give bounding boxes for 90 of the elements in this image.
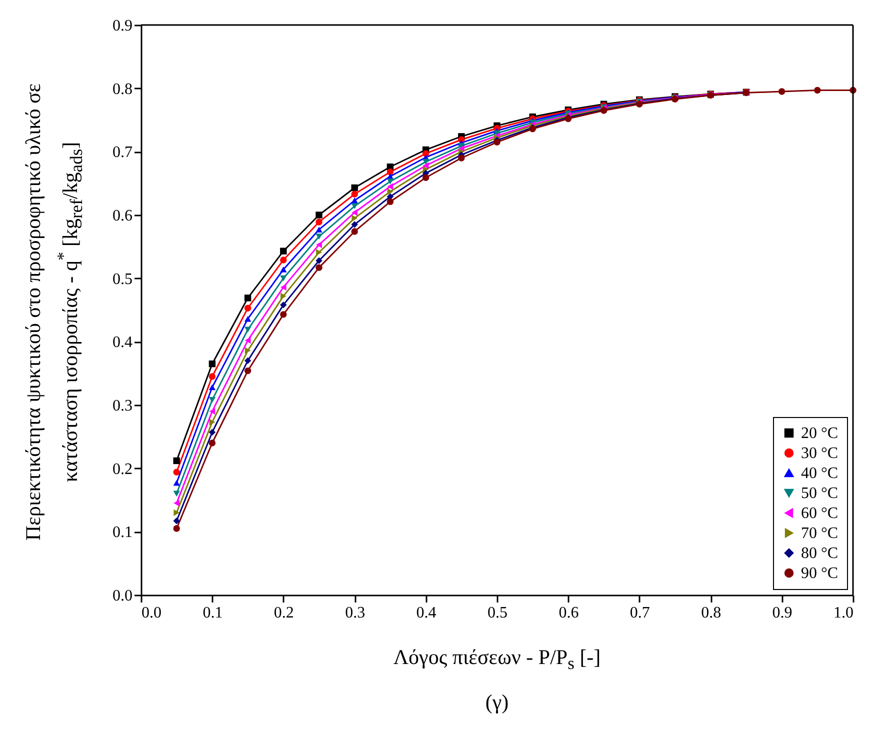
x-tick-label: 0.3	[345, 604, 366, 622]
point	[316, 264, 322, 271]
x-tick-label: 0.1	[202, 604, 223, 622]
legend-label: 60 °C	[801, 505, 838, 522]
point	[316, 241, 322, 248]
y-tick-label: 0.1	[112, 524, 132, 542]
point	[351, 184, 358, 192]
point	[386, 178, 394, 184]
x-tick-label: 1.0	[834, 604, 854, 622]
point	[280, 248, 287, 254]
point	[387, 188, 394, 195]
y-tick-label: 0.0	[112, 588, 132, 604]
point	[244, 316, 252, 322]
x-tick-label: 0.6	[558, 604, 579, 622]
x-tick-label: 0.0	[142, 604, 162, 622]
point	[173, 525, 180, 532]
point	[244, 294, 252, 302]
point	[352, 214, 358, 222]
x-tick-label: 0.9	[772, 604, 792, 622]
y-tick-label: 0.8	[112, 80, 132, 98]
y-tick-label: 0.5	[112, 270, 132, 288]
point	[280, 292, 286, 300]
point	[280, 284, 286, 291]
text: (γ)	[484, 690, 510, 715]
point	[280, 266, 287, 272]
y-tick-label: 0.2	[112, 460, 132, 478]
legend-label: 40 °C	[801, 465, 838, 482]
point	[208, 373, 216, 380]
point	[174, 500, 180, 507]
point	[209, 418, 216, 426]
point	[386, 198, 394, 206]
point	[280, 256, 287, 264]
point	[244, 337, 251, 344]
x-axis-title: Λόγος πιέσεων - P/P$_{s}$ [-]	[392, 645, 602, 674]
legend-label: 50 °C	[801, 485, 838, 502]
point	[208, 440, 216, 446]
point	[316, 249, 322, 256]
point	[352, 209, 358, 216]
legend-label: 20 °C	[801, 425, 838, 442]
point	[351, 203, 358, 210]
point	[316, 257, 322, 264]
y-tick-label: 0.6	[112, 208, 132, 224]
point	[316, 212, 322, 218]
point	[208, 360, 216, 368]
point	[316, 218, 322, 226]
point	[814, 86, 821, 94]
legend-label: 80 °C	[801, 545, 838, 562]
point	[244, 304, 252, 312]
point	[208, 397, 216, 403]
x-tick-label: 0.8	[701, 604, 722, 622]
point	[173, 468, 180, 476]
y-tick-label: 0.7	[112, 144, 132, 162]
point	[351, 221, 358, 228]
point	[422, 162, 429, 169]
x-tick-label: 0.4	[416, 604, 436, 622]
point	[351, 228, 358, 235]
point	[778, 88, 786, 95]
point	[280, 311, 287, 318]
y-tick-label: 0.9	[112, 18, 132, 34]
point	[208, 428, 216, 436]
point	[244, 357, 252, 364]
point	[173, 457, 180, 464]
point	[209, 408, 216, 415]
point	[458, 145, 464, 152]
point	[422, 158, 430, 165]
point	[244, 367, 252, 374]
x-tick-label: 0.2	[274, 604, 294, 622]
legend-label: 90 °C	[801, 565, 838, 582]
point	[174, 509, 180, 516]
point	[173, 480, 180, 486]
point	[386, 168, 394, 176]
point	[173, 490, 180, 497]
point	[280, 275, 287, 282]
point	[316, 234, 322, 240]
y-tick-label: 0.4	[112, 334, 132, 352]
x-tick-label: 0.5	[488, 604, 508, 622]
point	[351, 190, 358, 198]
point	[458, 154, 465, 162]
point	[208, 384, 216, 390]
point	[244, 326, 252, 333]
legend-label: 70 °C	[801, 525, 838, 542]
x-tick-label: 0.7	[630, 604, 650, 622]
point	[387, 183, 394, 190]
point	[316, 226, 322, 232]
point	[173, 518, 180, 524]
point	[280, 302, 287, 308]
point	[244, 347, 251, 354]
legend-label: 30 °C	[801, 445, 838, 462]
point	[422, 174, 430, 181]
y-tick-label: 0.3	[112, 398, 132, 414]
